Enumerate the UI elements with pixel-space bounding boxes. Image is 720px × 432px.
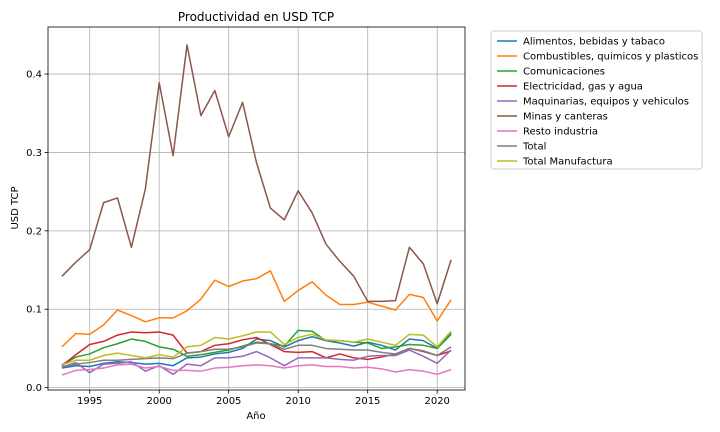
x-tick-label: 2010 — [285, 396, 310, 407]
series-line-total-manufactura — [61, 330, 452, 366]
legend-label-minas-y-canteras: Minas y canteras — [523, 112, 608, 123]
series-line-comunicaciones — [61, 329, 452, 366]
legend-label-maquinarias-equipos-y-vehiculos: Maquinarias, equipos y vehiculos — [523, 97, 689, 108]
legend-box — [490, 30, 703, 170]
series-line-maquinarias-equipos-y-vehiculos — [61, 349, 452, 376]
legend: Alimentos, bebidas y tabaco Combustibles,… — [490, 30, 703, 170]
y-tick-label: 0.3 — [26, 148, 42, 159]
x-tick-label: 2020 — [424, 396, 449, 407]
legend-label-total-manufactura: Total Manufactura — [522, 157, 613, 168]
y-axis-label: USD TCP — [10, 186, 21, 229]
y-tick-label: 0.0 — [26, 383, 42, 394]
x-axis-label: Año — [246, 411, 265, 422]
x-tick-label: 1995 — [77, 396, 102, 407]
ticks: 1995 2000 2005 2010 2015 2020 0.0 0.1 0.2 0.3 0.4 — [26, 70, 450, 407]
series-line-minas-y-canteras — [61, 44, 452, 305]
series-line-resto-industria — [61, 363, 452, 376]
plot-frame — [47, 26, 466, 391]
series-line-total — [61, 342, 452, 368]
y-tick-label: 0.4 — [26, 70, 42, 81]
y-tick-label: 0.1 — [26, 305, 42, 316]
chart-title: Productividad en USD TCP — [178, 10, 334, 24]
x-tick-label: 2005 — [216, 396, 241, 407]
legend-label-combustibles-quimicos-y-plasticos: Combustibles, quimicos y plasticos — [523, 52, 698, 63]
y-tick-label: 0.2 — [26, 226, 42, 237]
legend-label-alimentos-bebidas-y-tabaco: Alimentos, bebidas y tabaco — [523, 37, 665, 48]
series-layer — [61, 44, 452, 376]
legend-label-total: Total — [522, 142, 546, 153]
series-line-combustibles-quimicos-y-plasticos — [61, 270, 452, 348]
legend-label-comunicaciones: Comunicaciones — [523, 67, 605, 78]
legend-label-electricidad-gas-y-agua: Electricidad, gas y agua — [523, 82, 643, 93]
grid — [48, 27, 465, 390]
x-tick-label: 2000 — [146, 396, 171, 407]
x-tick-label: 2015 — [355, 396, 380, 407]
legend-label-resto-industria: Resto industria — [523, 127, 598, 138]
